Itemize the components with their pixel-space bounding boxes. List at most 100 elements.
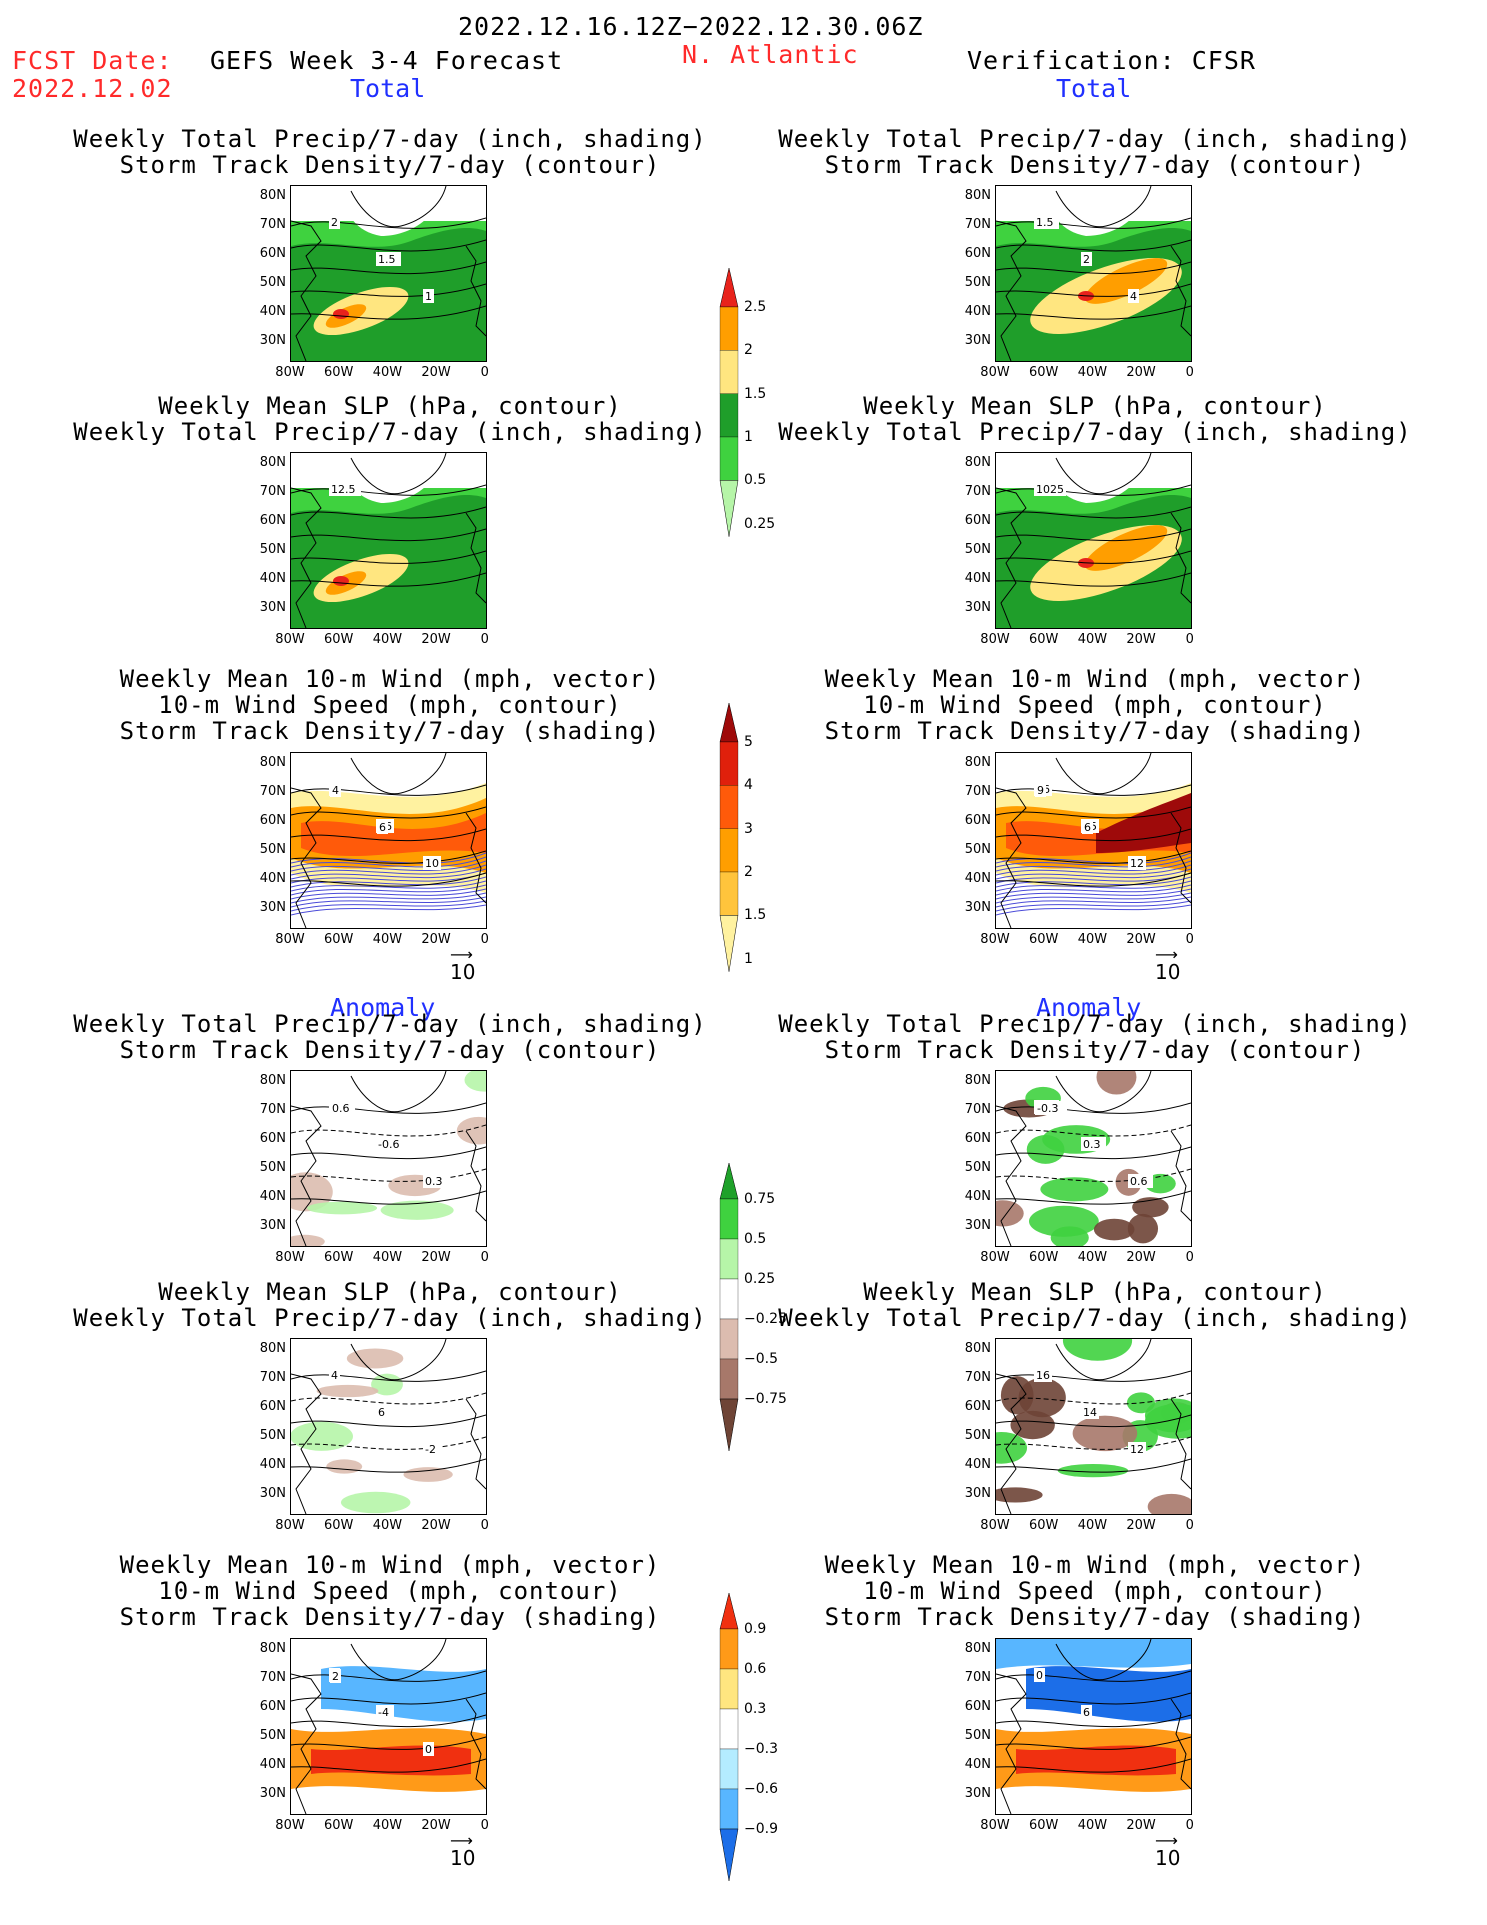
lat-tick-label: 60N (964, 1699, 991, 1714)
lat-tick-label: 50N (964, 1160, 991, 1175)
lat-tick-label: 80N (259, 1073, 286, 1088)
lat-tick-label: 70N (964, 1670, 991, 1685)
lat-tick-label: 50N (964, 842, 991, 857)
map-panel-5: 4861046 (290, 752, 487, 929)
colorbar-swatch (719, 306, 739, 351)
lon-tick-label: 80W (275, 932, 305, 947)
lat-tick-label: 30N (964, 333, 991, 348)
anomaly-label-left: Anomaly (330, 993, 436, 1022)
lat-tick-label: 60N (964, 246, 991, 261)
svg-text:2: 2 (332, 1670, 339, 1683)
lat-tick-label: 80N (964, 755, 991, 770)
svg-text:14: 14 (1083, 1406, 1097, 1419)
colorbar-label: −0.9 (744, 1821, 778, 1837)
colorbar-label: 0.75 (744, 1191, 776, 1207)
map-panel-4: 1025 (995, 452, 1192, 629)
colorbar-label: 1 (744, 429, 753, 445)
lon-tick-label: 60W (1028, 932, 1059, 947)
colorbar-label: 1 (744, 950, 753, 967)
colorbar-swatch (719, 1278, 739, 1320)
colorbar-label: 5 (744, 734, 753, 750)
lon-tick-label: 40W (372, 932, 403, 947)
svg-text:1.5: 1.5 (1036, 216, 1054, 229)
lat-tick-label: 60N (259, 513, 286, 528)
lat-tick-label: 40N (259, 304, 286, 319)
vector-reference-value: 10 (450, 1846, 476, 1870)
lat-tick-label: 30N (964, 600, 991, 615)
panel-title-6: Weekly Mean 10-m Wind (mph, vector) 10-m … (735, 666, 1455, 744)
panel-title-line: Weekly Total Precip/7-day (inch, shading… (73, 1304, 707, 1332)
lat-tick-label: 80N (964, 455, 991, 470)
colorbar-track-anomaly: 0.9 0.6 0.3 −0.3 −0.6 −0.9 (718, 1592, 778, 1907)
lat-tick-label: 80N (964, 188, 991, 203)
panel-title-line: Weekly Total Precip/7-day (inch, shading… (73, 125, 707, 153)
svg-text:4: 4 (331, 1369, 338, 1382)
lon-tick-label: 20W (421, 932, 451, 947)
colorbar-swatch (719, 1198, 739, 1240)
lon-tick-label: 40W (1077, 1818, 1108, 1833)
colorbar-swatch (719, 1668, 739, 1710)
map-panel-3: 12.5 (290, 452, 487, 629)
panel-title-line: Storm Track Density/7-day (shading) (824, 1603, 1366, 1631)
svg-text:0.6: 0.6 (332, 1102, 350, 1115)
lat-tick-label: 50N (964, 1428, 991, 1443)
lat-tick-label: 60N (259, 1399, 286, 1414)
lat-tick-label: 60N (259, 1699, 286, 1714)
svg-text:0.3: 0.3 (425, 1175, 443, 1188)
contour-label: 0 (1034, 1668, 1045, 1682)
panel-title-12: Weekly Mean 10-m Wind (mph, vector) 10-m … (735, 1552, 1455, 1630)
colorbar-swatches (719, 1162, 739, 1452)
panel-title-line: 10-m Wind Speed (mph, contour) (158, 691, 622, 719)
lat-tick-label: 50N (259, 1728, 286, 1743)
lon-tick-label: 80W (275, 365, 305, 380)
lat-tick-label: 70N (259, 1670, 286, 1685)
lat-tick-label: 30N (259, 1786, 286, 1801)
vector-reference-value: 10 (450, 960, 476, 984)
vector-reference: ⟶ 10 (450, 1833, 476, 1871)
lon-tick-label: 20W (421, 1518, 451, 1533)
lat-tick-label: 30N (964, 900, 991, 915)
lon-tick-label: 20W (1126, 1250, 1156, 1265)
lat-tick-label: 80N (964, 1073, 991, 1088)
lat-tick-label: 80N (259, 188, 286, 203)
svg-text:0.6: 0.6 (1130, 1175, 1148, 1188)
panel-title-line: Weekly Mean 10-m Wind (mph, vector) (119, 1551, 661, 1579)
panel-title-line: Weekly Mean 10-m Wind (mph, vector) (119, 665, 661, 693)
svg-text:16: 16 (1036, 1369, 1050, 1382)
lon-tick-label: 80W (980, 365, 1010, 380)
lon-tick-label: 40W (372, 632, 403, 647)
panel-title-9: Weekly Mean SLP (hPa, contour) Weekly Tot… (30, 1279, 750, 1331)
contour-label: 12 (1128, 1442, 1146, 1456)
lon-tick-label: 0 (1185, 1818, 1194, 1833)
lat-tick-label: 60N (259, 813, 286, 828)
contour-label: 2 (330, 1669, 341, 1683)
svg-text:-0.6: -0.6 (378, 1138, 399, 1151)
lon-tick-label: 0 (480, 1250, 489, 1265)
colorbar-bottom-arrow (719, 1398, 739, 1452)
colorbar-top-arrow (719, 702, 739, 743)
colorbar-label: 0.9 (744, 1621, 767, 1637)
lat-tick-label: 80N (964, 1641, 991, 1656)
colorbar-label: 3 (744, 820, 753, 837)
lon-tick-label: 60W (1028, 1818, 1059, 1833)
lat-tick-label: 40N (964, 1457, 991, 1472)
map-field: 2-402 (291, 1639, 486, 1814)
lon-tick-label: 80W (275, 1518, 305, 1533)
colorbar-swatches (719, 702, 739, 972)
lon-tick-label: 60W (1028, 1250, 1059, 1265)
colorbar-label: 2.5 (744, 299, 767, 315)
colorbar-label: −0.75 (744, 1391, 787, 1407)
lon-tick-label: 0 (1185, 932, 1194, 947)
map-field: 0-0.60.30.6 (291, 1071, 486, 1246)
lon-tick-label: 80W (980, 1518, 1010, 1533)
svg-text:6: 6 (1083, 1706, 1090, 1719)
colorbar-label: −0.25 (744, 1311, 787, 1327)
lon-tick-label: 0 (480, 632, 489, 647)
lon-tick-label: 40W (372, 1250, 403, 1265)
lat-tick-label: 40N (964, 871, 991, 886)
lon-tick-label: 20W (1126, 1818, 1156, 1833)
verification-title: Verification: CFSR (967, 46, 1256, 75)
colorbar-bottom-arrow (719, 1828, 739, 1882)
contour-label: 2 (329, 215, 340, 229)
